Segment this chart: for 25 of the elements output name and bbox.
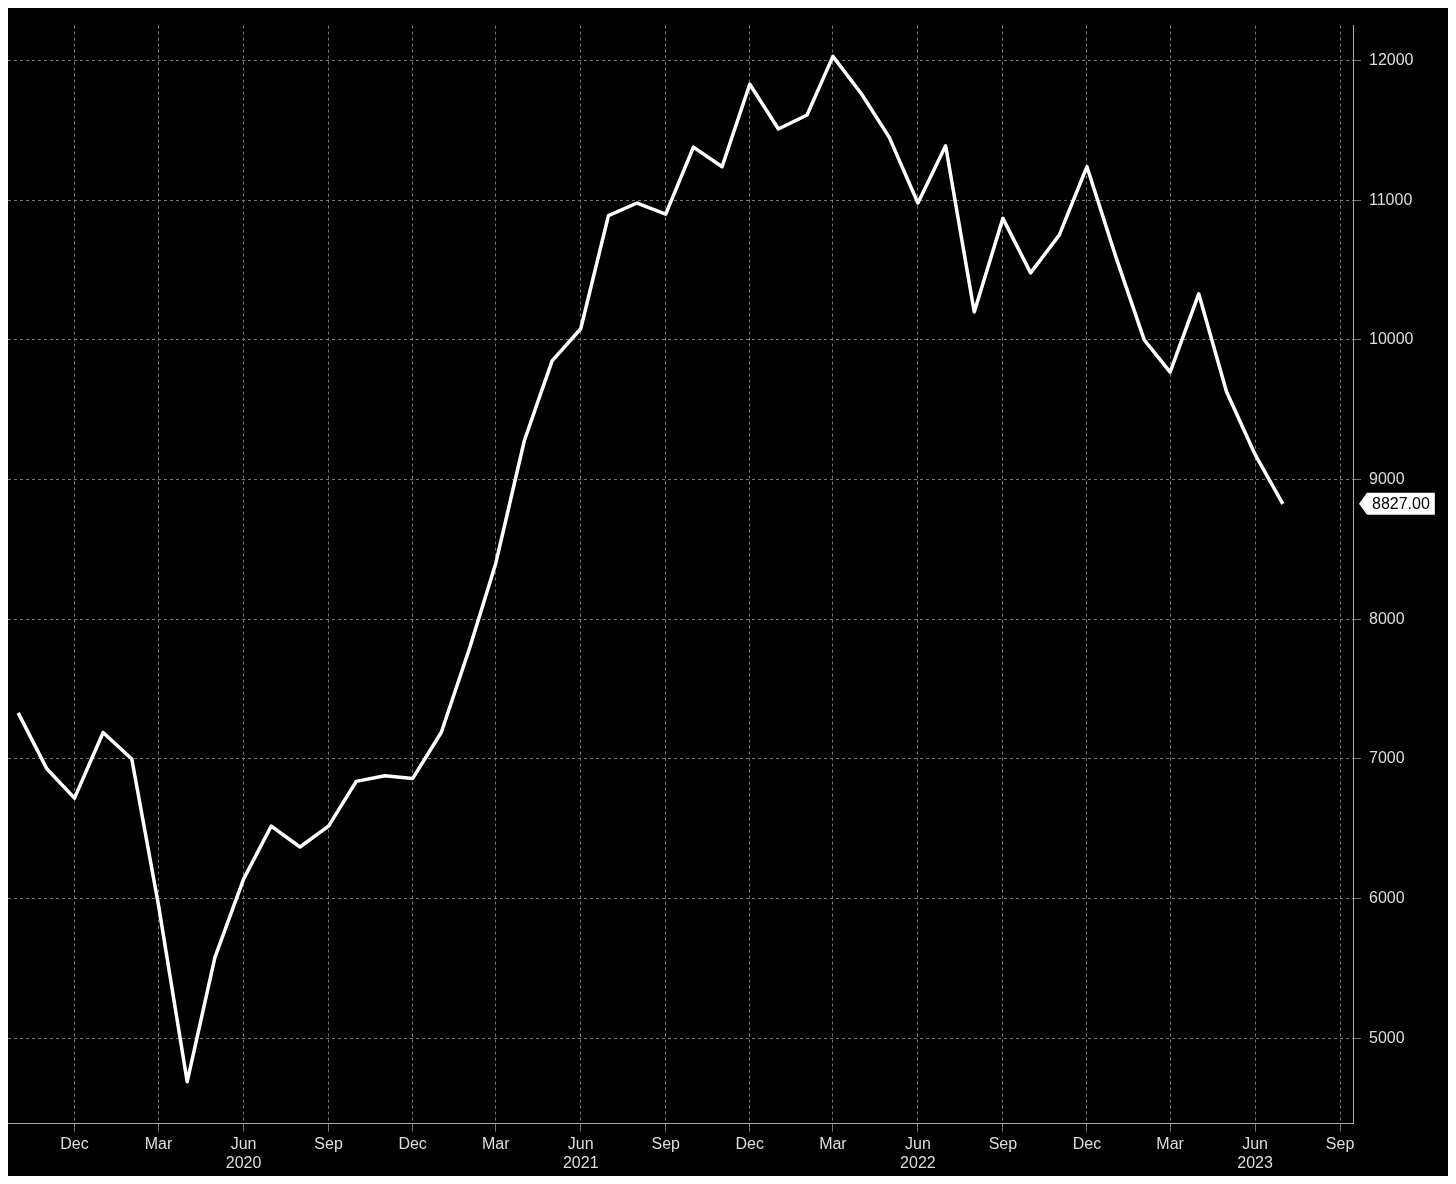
x-tick-label: Dec [735,1134,765,1152]
x-tick-label: Mar [144,1134,174,1152]
x-tick-label: Jun 2022 [900,1134,936,1171]
x-tick-label: Sep [651,1134,681,1152]
x-tick-label: Dec [60,1134,89,1152]
y-tick-label: 10000 [1369,330,1414,348]
x-tick-label: Sep [314,1134,343,1152]
x-tick-label: Jun 2023 [1237,1134,1273,1171]
y-tick-label: 11000 [1369,190,1413,208]
y-tick-label: 7000 [1369,749,1405,767]
text: 8827.00 [1372,495,1430,513]
x-tick-label: Dec [398,1134,427,1152]
x-tick-label: Mar [481,1134,511,1152]
x-tick-label: Dec [1072,1134,1102,1152]
x-tick-label: Jun 2021 [562,1134,599,1171]
x-tick-label: Jun 2020 [225,1134,262,1171]
y-tick-label: 6000 [1369,889,1405,907]
x-tick-label: Mar [1156,1134,1185,1152]
y-tick-label: 8000 [1369,609,1405,627]
y-tick-label: 12000 [1369,50,1414,68]
x-tick-label: Sep [1325,1134,1355,1152]
y-tick-label: 9000 [1369,470,1405,488]
x-tick-label: Sep [988,1134,1018,1152]
x-tick-label: Mar [819,1134,848,1152]
y-tick-label: 5000 [1369,1028,1405,1046]
